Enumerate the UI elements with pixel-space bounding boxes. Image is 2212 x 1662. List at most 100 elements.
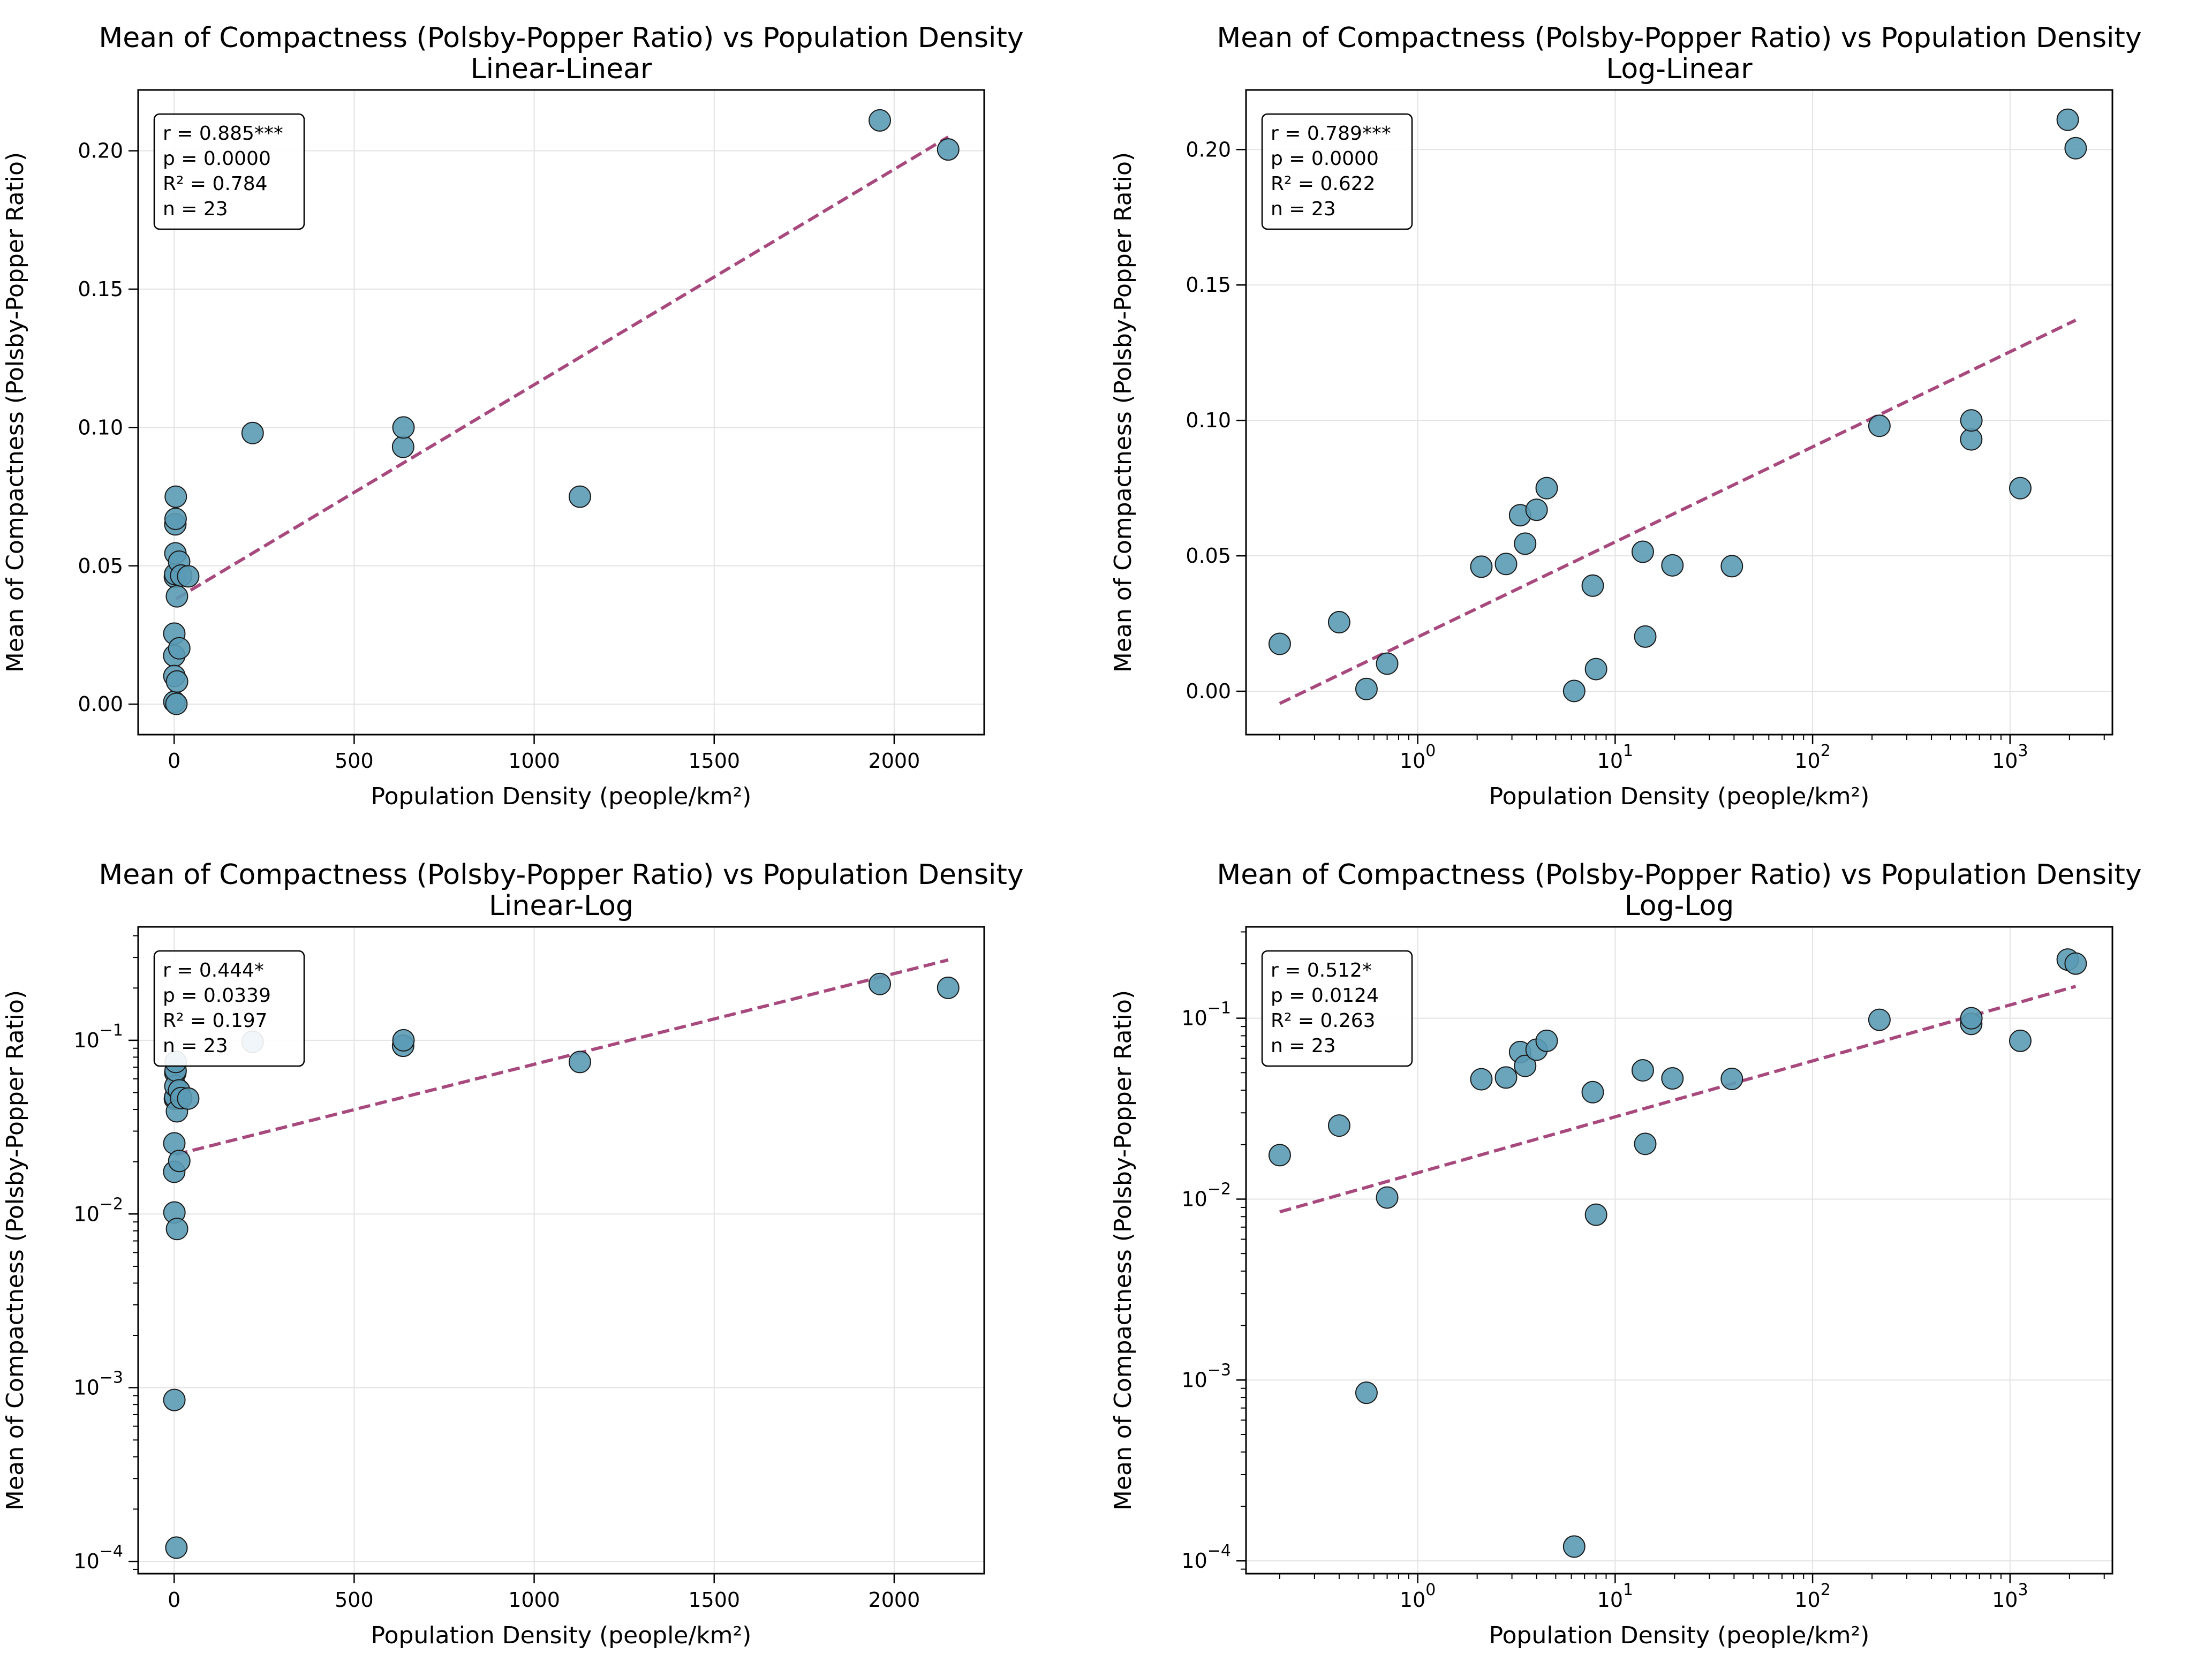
trend-line [1279, 985, 2077, 1214]
stats-box-frame [153, 113, 305, 230]
data-point [1584, 658, 1607, 681]
x-tick-label: 102 [1794, 1581, 1830, 1612]
panel-subtitle: Linear-Log [489, 890, 633, 922]
y-axis-label: Mean of Compactness (Polsby-Popper Ratio… [1109, 990, 1137, 1510]
data-point [1960, 409, 1983, 432]
data-point [1720, 1067, 1743, 1090]
x-tick-label: 101 [1597, 742, 1633, 773]
stats-line: n = 23 [163, 198, 228, 220]
trend-line [175, 135, 949, 601]
x-tick-label: 0 [168, 1588, 180, 1612]
data-point [568, 1051, 591, 1074]
axes-frame [1245, 926, 2113, 1575]
stats-line: R² = 0.622 [1271, 173, 1376, 195]
data-point [164, 507, 187, 530]
x-tick-label: 102 [1794, 742, 1830, 773]
trend-line [1279, 319, 2077, 705]
stats-line: r = 0.444* [163, 960, 264, 981]
stats-line: R² = 0.197 [163, 1010, 268, 1032]
x-tick-label: 2000 [869, 749, 920, 773]
data-point [177, 1087, 200, 1110]
data-point [168, 637, 191, 660]
data-point [1535, 1029, 1558, 1052]
y-tick-label: 0.10 [78, 416, 123, 439]
y-tick-label: 0.15 [78, 277, 123, 301]
data-point [1868, 1008, 1891, 1031]
y-tick-label: 0.20 [1186, 138, 1231, 161]
y-tick-label: 10−4 [73, 1542, 123, 1573]
data-point [937, 138, 960, 161]
data-point [1494, 553, 1518, 576]
stats-line: r = 0.512* [1271, 960, 1372, 981]
stats-line: r = 0.885*** [163, 123, 283, 145]
x-axis-label: Population Density (people/km²) [371, 1622, 752, 1649]
data-point [1581, 1081, 1604, 1104]
panel-title: Mean of Compactness (Polsby-Popper Ratio… [99, 859, 1023, 891]
y-tick-label: 10−1 [73, 1021, 123, 1052]
data-point [1584, 1203, 1607, 1226]
data-point [165, 670, 188, 693]
chart-panel-3: 0 500 1000 1500 2000 10−4 10−3 10−2 10−1 r = 0.44… [2, 859, 1024, 1649]
data-point [568, 485, 591, 508]
data-point [1514, 532, 1537, 555]
panel-title: Mean of Compactness (Polsby-Popper Ratio… [1217, 859, 2141, 891]
y-tick-label: 10−2 [1181, 1180, 1231, 1211]
data-point [1581, 574, 1604, 597]
x-axis-label: Population Density (people/km²) [1489, 1622, 1870, 1649]
y-tick-label: 0.20 [78, 139, 123, 163]
stats-line: n = 23 [1271, 1035, 1336, 1057]
x-tick-label: 1500 [688, 749, 740, 773]
x-tick-label: 1000 [508, 749, 560, 773]
axes-frame [1245, 89, 2113, 736]
x-axis-label: Population Density (people/km²) [371, 783, 752, 810]
stats-line: R² = 0.263 [1271, 1010, 1376, 1032]
stats-box: r = 0.789*** p = 0.0000 R² = 0.622 n = 23 [1261, 113, 1413, 230]
x-tick-label: 1500 [688, 1588, 740, 1612]
y-axis-label: Mean of Compactness (Polsby-Popper Ratio… [2, 990, 29, 1510]
data-point [163, 1388, 186, 1411]
y-tick-label: 0.00 [1186, 679, 1231, 703]
y-tick-label: 0.15 [1186, 273, 1231, 297]
data-point [2009, 1029, 2032, 1052]
stats-line: p = 0.0124 [1271, 985, 1379, 1007]
data-point [1470, 555, 1493, 578]
x-tick-label: 0 [168, 749, 180, 773]
stats-box: r = 0.512* p = 0.0124 R² = 0.263 n = 23 [1261, 950, 1413, 1067]
y-tick-label: 10−3 [1181, 1361, 1231, 1392]
y-tick-label: 0.05 [1186, 544, 1231, 568]
stats-line: n = 23 [1271, 198, 1336, 220]
data-point [869, 972, 892, 995]
y-tick-label: 0.00 [78, 692, 123, 716]
data-point [1327, 1114, 1350, 1137]
data-point [1631, 1059, 1654, 1082]
data-point [1562, 679, 1586, 702]
data-point [1268, 632, 1291, 655]
data-point [177, 565, 200, 588]
x-tick-label: 500 [335, 749, 374, 773]
x-tick-label: 500 [335, 1588, 374, 1612]
data-point [392, 416, 415, 439]
trend-line [175, 958, 949, 1157]
data-point [165, 585, 188, 608]
y-tick-label: 0.05 [78, 554, 123, 578]
stats-line: R² = 0.784 [163, 173, 268, 195]
data-point [1514, 1054, 1537, 1077]
data-point [241, 421, 264, 444]
x-tick-label: 103 [1992, 742, 2028, 773]
data-point [1268, 1144, 1291, 1167]
data-point [1376, 652, 1399, 675]
panel-subtitle: Linear-Linear [471, 53, 652, 85]
panel-subtitle: Log-Log [1625, 890, 1734, 922]
data-point [1470, 1068, 1493, 1091]
stats-box-frame [1261, 950, 1413, 1067]
x-tick-label: 101 [1597, 1581, 1633, 1612]
y-tick-label: 10−3 [73, 1369, 123, 1400]
data-point [2009, 477, 2032, 500]
panel-title: Mean of Compactness (Polsby-Popper Ratio… [1217, 22, 2141, 54]
y-tick-label: 10−1 [1181, 999, 1231, 1030]
data-point [391, 435, 414, 458]
chart-panel-2: 100 101 102 103 0.00 0.05 0.10 0.15 0.20 r = 0.78… [1109, 22, 2142, 810]
data-point [2064, 952, 2087, 975]
data-point [2064, 137, 2087, 160]
